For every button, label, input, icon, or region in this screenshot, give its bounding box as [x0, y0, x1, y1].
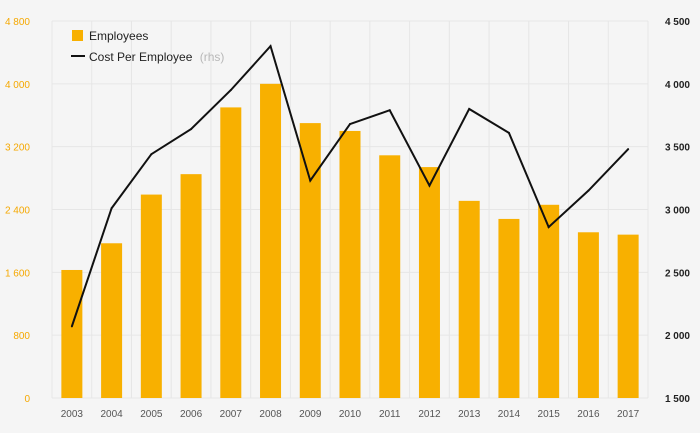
right-tick-label: 1 500 — [665, 394, 690, 405]
x-tick-label: 2005 — [140, 409, 163, 420]
x-tick-label: 2004 — [100, 409, 123, 420]
x-axis-ticks: 2003 2004 2005 2006 2007 2008 2009 2010 2011 2012… — [61, 409, 640, 420]
legend: Employees Cost Per Employee (rhs) — [71, 29, 224, 64]
point-cost-per-employee-2012 — [428, 184, 431, 187]
left-tick-label: 0 — [24, 394, 30, 405]
right-tick-label: 2 000 — [665, 331, 690, 342]
x-tick-label: 2016 — [577, 409, 600, 420]
bars — [61, 83, 639, 399]
bar-employees-2013 — [458, 200, 480, 398]
line-series — [70, 44, 630, 328]
point-cost-per-employee-2005 — [150, 153, 153, 156]
left-tick-label: 2 400 — [5, 206, 30, 217]
right-tick-label: 4 500 — [665, 17, 690, 28]
point-cost-per-employee-2009 — [309, 179, 312, 182]
legend-employees-label: Employees — [89, 29, 148, 43]
left-tick-label: 4 800 — [5, 17, 30, 28]
legend-cost-per-employee-label: Cost Per Employee — [89, 50, 193, 64]
left-axis-ticks: 0 800 1 600 2 400 3 200 4 000 4 800 — [5, 17, 30, 405]
bar-employees-2003 — [61, 269, 83, 398]
bar-employees-2004 — [101, 243, 123, 398]
point-cost-per-employee-2010 — [349, 123, 351, 126]
bar-employees-2016 — [577, 232, 599, 398]
point-cost-per-employee-2017 — [627, 148, 630, 151]
right-tick-label: 4 000 — [665, 80, 690, 91]
point-cost-per-employee-2007 — [229, 89, 232, 92]
right-tick-label: 3 500 — [665, 143, 690, 154]
left-tick-label: 1 600 — [5, 268, 30, 279]
point-cost-per-employee-2016 — [587, 189, 590, 192]
x-tick-label: 2003 — [61, 409, 84, 420]
point-cost-per-employee-2013 — [468, 107, 471, 110]
bar-employees-2007 — [220, 107, 242, 398]
point-cost-per-employee-2015 — [547, 226, 550, 229]
bar-employees-2012 — [418, 167, 440, 398]
point-cost-per-employee-2006 — [190, 128, 193, 131]
legend-rhs-note: (rhs) — [200, 50, 225, 64]
right-tick-label: 2 500 — [665, 268, 690, 279]
point-cost-per-employee-2004 — [110, 207, 113, 210]
x-tick-label: 2013 — [458, 409, 481, 420]
bar-employees-2010 — [339, 130, 361, 399]
x-tick-label: 2006 — [180, 409, 203, 420]
x-tick-label: 2014 — [498, 409, 521, 420]
bar-employees-2006 — [180, 174, 202, 398]
bar-employees-2009 — [299, 123, 321, 399]
point-cost-per-employee-2011 — [388, 109, 391, 112]
right-tick-label: 3 000 — [665, 206, 690, 217]
x-tick-label: 2007 — [220, 409, 243, 420]
bar-employees-2008 — [260, 83, 282, 398]
bar-employees-2014 — [498, 218, 520, 398]
right-axis-ticks: 1 500 2 000 2 500 3 000 3 500 4 000 4 500 — [665, 17, 690, 405]
gridlines — [51, 20, 649, 399]
x-tick-label: 2010 — [339, 409, 362, 420]
point-cost-per-employee-2003 — [70, 325, 73, 328]
point-cost-per-employee-2008 — [269, 45, 272, 48]
x-tick-label: 2015 — [538, 409, 561, 420]
bar-employees-2011 — [379, 155, 401, 398]
left-tick-label: 3 200 — [5, 143, 30, 154]
x-tick-label: 2009 — [299, 409, 322, 420]
x-tick-label: 2017 — [617, 409, 640, 420]
x-tick-label: 2008 — [259, 409, 282, 420]
left-tick-label: 800 — [13, 331, 30, 342]
left-tick-label: 4 000 — [5, 80, 30, 91]
bar-employees-2005 — [140, 194, 162, 398]
svg-text:Cost Per Employee (rhs: Cost Per Employee (rhs) — [89, 50, 224, 64]
bar-employees-2017 — [617, 234, 639, 398]
bar-employees-2015 — [538, 204, 560, 398]
point-cost-per-employee-2014 — [507, 131, 510, 134]
x-tick-label: 2011 — [379, 409, 401, 420]
x-tick-label: 2012 — [418, 409, 441, 420]
legend-employees-swatch — [72, 30, 83, 41]
